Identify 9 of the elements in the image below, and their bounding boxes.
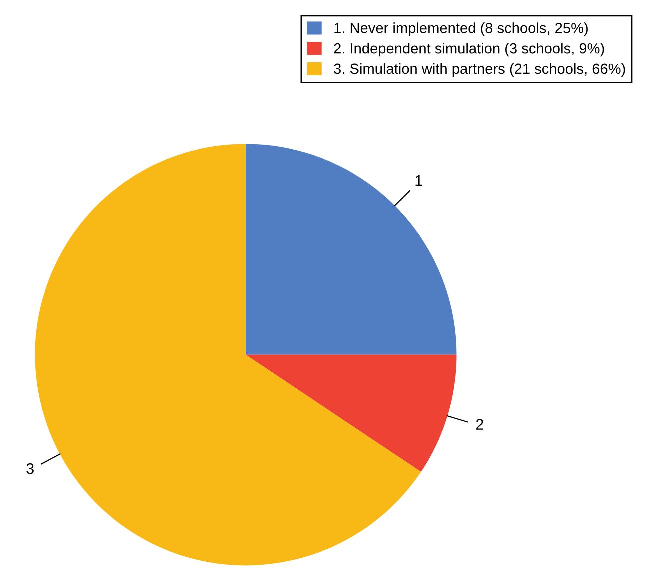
text: 1 [416,175,422,186]
pie-slice [246,354,457,472]
pie-slice [246,144,457,355]
pie-slice [35,144,422,566]
legend-label: 3. Simulation with partners (21 schools, 66%) [334,63,626,78]
legend-label: 1. Never implemented (8 schools, 25%) [334,22,588,36]
text: 3 [26,463,34,474]
legend-label: 2. Independent simulation (3 schools, 9%) [334,43,604,57]
text: 2 [476,419,484,430]
